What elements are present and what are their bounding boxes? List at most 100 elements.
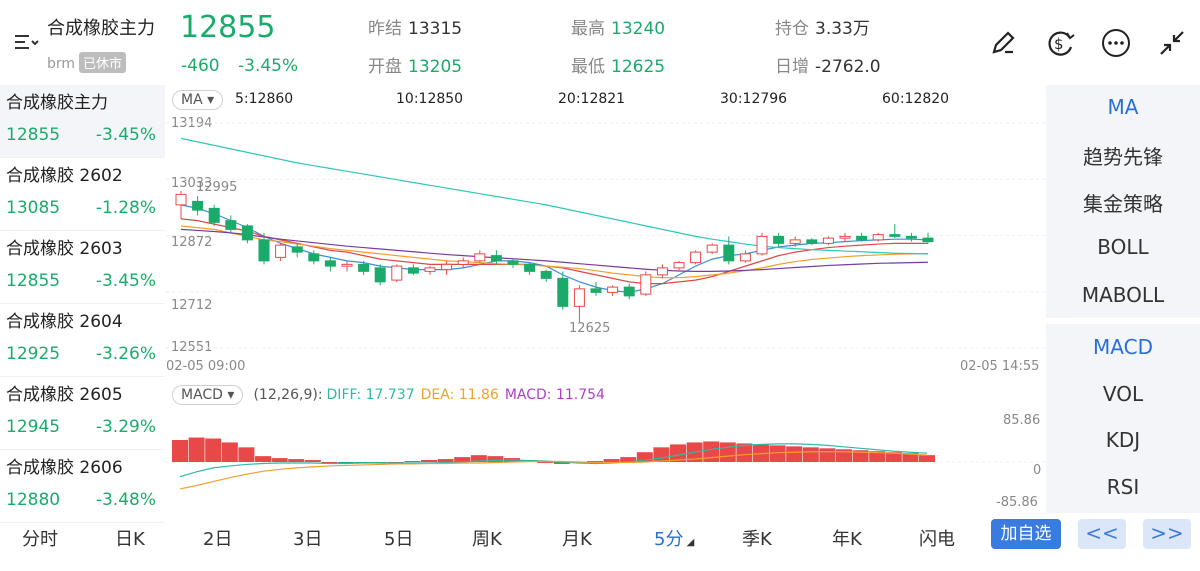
macd-tick: 85.86	[1003, 413, 1041, 428]
indicator-ma[interactable]: MA	[1107, 95, 1139, 119]
menu-filter-icon[interactable]	[12, 28, 40, 56]
dollar-refresh-icon[interactable]: $	[1043, 26, 1077, 60]
candle	[623, 283, 635, 300]
candle	[441, 260, 453, 275]
candle	[607, 285, 619, 296]
price-change: -460	[181, 56, 220, 76]
macd-bar	[188, 437, 205, 462]
macd-bar	[172, 439, 188, 462]
stat-daily-change: 日增 -2762.0	[775, 57, 881, 77]
collapse-icon[interactable]	[1155, 26, 1189, 60]
macd-bar	[255, 456, 271, 462]
tab-month[interactable]: 月K	[562, 529, 592, 550]
tab-year[interactable]: 年K	[832, 529, 862, 550]
candle	[225, 215, 237, 233]
macd-bar	[470, 455, 487, 462]
candle	[258, 232, 270, 265]
contract-item[interactable]: 合成橡胶 2602 13085 -1.28%	[0, 158, 165, 231]
tab-5min[interactable]: 5分 ◢	[654, 529, 695, 550]
macd-bar	[271, 458, 288, 462]
stat-open: 开盘 13205	[368, 57, 463, 77]
indicator-gold[interactable]: 集金策略	[1083, 192, 1163, 216]
stat-high: 最高 13240	[571, 19, 666, 39]
contract-item[interactable]: 合成橡胶主力 12855 -3.45%	[0, 85, 165, 158]
tab-5day[interactable]: 5日	[384, 529, 414, 550]
candle	[407, 264, 419, 275]
contract-list: 合成橡胶主力 12855 -3.45% 合成橡胶 2602 13085 -1.28% 合…	[0, 85, 165, 523]
candlestick-chart[interactable]	[166, 113, 1046, 358]
macd-bar	[587, 461, 603, 463]
stat-open-interest: 持仓 3.33万	[775, 19, 870, 39]
candle	[673, 260, 685, 272]
indicator-boll[interactable]: BOLL	[1097, 235, 1149, 259]
ma-selector[interactable]: MA ▾	[172, 90, 224, 110]
macd-selector[interactable]: MACD ▾	[172, 385, 244, 405]
edit-pen-icon[interactable]	[986, 26, 1020, 60]
macd-bar	[786, 446, 803, 462]
tab-timeshare[interactable]: 分时	[22, 529, 58, 550]
period-tabs: 分时 日K 2日 3日 5日 周K 月K 5分 ◢ 季K 年K 闪电	[0, 515, 1200, 557]
candle	[640, 271, 652, 296]
tab-week[interactable]: 周K	[472, 529, 502, 550]
contract-item[interactable]: 合成橡胶 2605 12945 -3.29%	[0, 377, 165, 450]
contract-name: 合成橡胶主力	[47, 18, 155, 39]
macd-bar	[819, 448, 836, 462]
last-price: 12855	[180, 10, 276, 45]
prev-button[interactable]: <<	[1078, 519, 1126, 549]
indicator-rsi[interactable]: RSI	[1106, 475, 1140, 499]
macd-bar	[653, 447, 670, 462]
price-tick: 12872	[171, 235, 213, 250]
macd-bar	[421, 460, 437, 462]
candle	[308, 250, 320, 265]
macd-bar	[437, 459, 454, 462]
candle	[789, 236, 801, 247]
macd-bar	[670, 444, 686, 462]
indicator-trend[interactable]: 趋势先锋	[1083, 145, 1163, 169]
candle	[358, 260, 370, 275]
candle	[524, 262, 536, 275]
candle	[474, 250, 486, 263]
candle	[175, 190, 187, 219]
candle	[839, 232, 851, 242]
macd-legend: MACD ▾ (12,26,9): DIFF: 17.737 DEA: 11.8…	[172, 385, 605, 405]
next-button[interactable]: >>	[1143, 519, 1191, 549]
tab-season[interactable]: 季K	[742, 529, 772, 550]
macd-params: (12,26,9):	[253, 387, 323, 403]
contract-item[interactable]: 合成橡胶 2604 12925 -3.26%	[0, 304, 165, 377]
ma60-label: 60:12820	[882, 91, 950, 107]
macd-tick: 0	[1033, 463, 1042, 478]
macd-chart[interactable]	[166, 412, 1046, 512]
macd-bar	[338, 462, 354, 464]
add-watchlist-button[interactable]: 加自选	[991, 519, 1061, 549]
contract-item[interactable]: 合成橡胶 2603 12855 -3.45%	[0, 231, 165, 304]
more-icon[interactable]	[1099, 26, 1133, 60]
candle	[905, 232, 917, 242]
tab-day[interactable]: 日K	[115, 529, 145, 550]
candle	[457, 257, 469, 268]
macd-bar	[703, 441, 720, 462]
low-annotation: 12625	[569, 321, 611, 336]
contract-item[interactable]: 合成橡胶 2606 12880 -3.48%	[0, 450, 165, 523]
candle	[341, 260, 353, 272]
macd-bar	[852, 450, 869, 462]
high-annotation: 12995	[196, 180, 238, 195]
ma30-line	[180, 228, 929, 272]
indicator-macd[interactable]: MACD	[1093, 335, 1153, 359]
indicator-vol[interactable]: VOL	[1102, 382, 1144, 406]
ma5-line	[180, 204, 929, 293]
tab-flash[interactable]: 闪电	[919, 529, 955, 550]
tab-2day[interactable]: 2日	[203, 529, 233, 550]
ma20-line	[180, 225, 929, 279]
indicator-kdj[interactable]: KDJ	[1105, 428, 1141, 452]
time-end: 02-05 14:55	[960, 359, 1040, 374]
tab-3day[interactable]: 3日	[293, 529, 323, 550]
candle	[822, 236, 834, 246]
candle	[374, 264, 386, 286]
macd-dea: DEA: 11.86	[420, 387, 499, 403]
macd-bar	[603, 459, 620, 462]
indicator-maboll[interactable]: MABOLL	[1081, 283, 1165, 307]
candle	[690, 250, 702, 265]
candle	[806, 238, 818, 246]
candle	[739, 250, 751, 263]
candle	[872, 232, 884, 242]
